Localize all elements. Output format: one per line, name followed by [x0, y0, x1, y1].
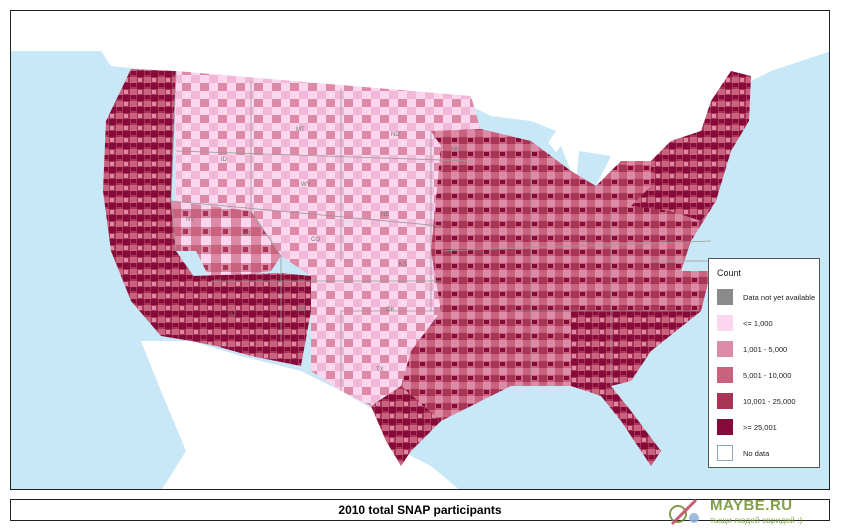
- state-label: OK: [386, 307, 395, 313]
- caption-box: 2010 total SNAP participants: [10, 499, 830, 521]
- us-northeast: [631, 71, 751, 221]
- state-label: MN: [451, 147, 460, 153]
- state-label: MT: [296, 127, 305, 133]
- legend-item: No data: [717, 445, 769, 461]
- state-label: NV: [186, 217, 194, 223]
- legend-swatch: [717, 289, 733, 305]
- legend-label: 5,001 - 10,000: [743, 370, 792, 380]
- us-midwest-east: [391, 129, 721, 451]
- state-label: AZ: [229, 312, 237, 318]
- legend-label: <= 1,000: [743, 318, 773, 328]
- legend-swatch: [717, 393, 733, 409]
- legend-item: 1,001 - 5,000: [717, 341, 787, 357]
- watermark-logo-icon: [669, 498, 699, 526]
- legend-swatch: [717, 445, 733, 461]
- us-texas-east: [371, 386, 441, 466]
- map-frame: MT ND ID WY NV UT NE KS CO AZ NM OK TX M…: [10, 10, 830, 490]
- state-label: TX: [376, 367, 384, 373]
- legend-swatch: [717, 367, 733, 383]
- state-label: CO: [311, 237, 320, 243]
- state-label: ID: [221, 157, 228, 163]
- us-county-map: MT ND ID WY NV UT NE KS CO AZ NM OK TX M…: [11, 11, 829, 489]
- state-borders: [170, 70, 716, 391]
- legend-label: Data not yet available: [743, 292, 816, 302]
- legend-title: Count: [717, 268, 742, 278]
- canada-land: [11, 11, 829, 186]
- us-mountain-west: [171, 201, 281, 281]
- us-northern-plains: [176, 71, 481, 266]
- legend-item: Data not yet available: [717, 289, 815, 305]
- map-caption: 2010 total SNAP participants: [338, 503, 502, 517]
- legend-label: >= 25,001: [743, 422, 777, 432]
- legend-item: 5,001 - 10,000: [717, 367, 791, 383]
- watermark-subtitle: тыщи людей эвридей :): [710, 515, 803, 525]
- legend-label: No data: [743, 448, 770, 458]
- state-label: WY: [301, 182, 311, 188]
- legend-label: 10,001 - 25,000: [743, 396, 796, 406]
- state-label: UT: [243, 232, 251, 238]
- legend-item: <= 1,000: [717, 315, 773, 331]
- legend-swatch: [717, 315, 733, 331]
- state-label: NE: [381, 212, 389, 218]
- state-labels: MT ND ID WY NV UT NE KS CO AZ NM OK TX M…: [186, 127, 460, 373]
- mexico-land: [141, 341, 459, 489]
- state-label: ND: [391, 132, 400, 138]
- us-southern-plains: [281, 251, 441, 406]
- legend-label: 1,001 - 5,000: [743, 344, 788, 354]
- legend-item: >= 25,001: [717, 419, 777, 435]
- watermark: MAYBE.RU тыщи людей эвридей :): [666, 496, 836, 528]
- watermark-title: MAYBE.RU: [710, 497, 793, 514]
- us-southeast: [571, 311, 701, 466]
- state-label: KS: [399, 262, 407, 268]
- legend-swatch: [717, 419, 733, 435]
- us-west-coast: [103, 69, 221, 341]
- map-legend: Count Data not yet available <= 1,000 1,…: [708, 258, 820, 468]
- legend-item: 10,001 - 25,000: [717, 393, 796, 409]
- great-lakes: [481, 121, 651, 209]
- state-label: NM: [296, 307, 305, 313]
- legend-swatch: [717, 341, 733, 357]
